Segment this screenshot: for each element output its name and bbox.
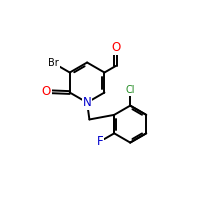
Text: F: F [97, 135, 104, 148]
Text: O: O [111, 41, 120, 54]
Text: Br: Br [48, 58, 59, 68]
Text: N: N [83, 96, 91, 109]
Text: O: O [42, 85, 51, 98]
Text: Cl: Cl [125, 85, 135, 95]
